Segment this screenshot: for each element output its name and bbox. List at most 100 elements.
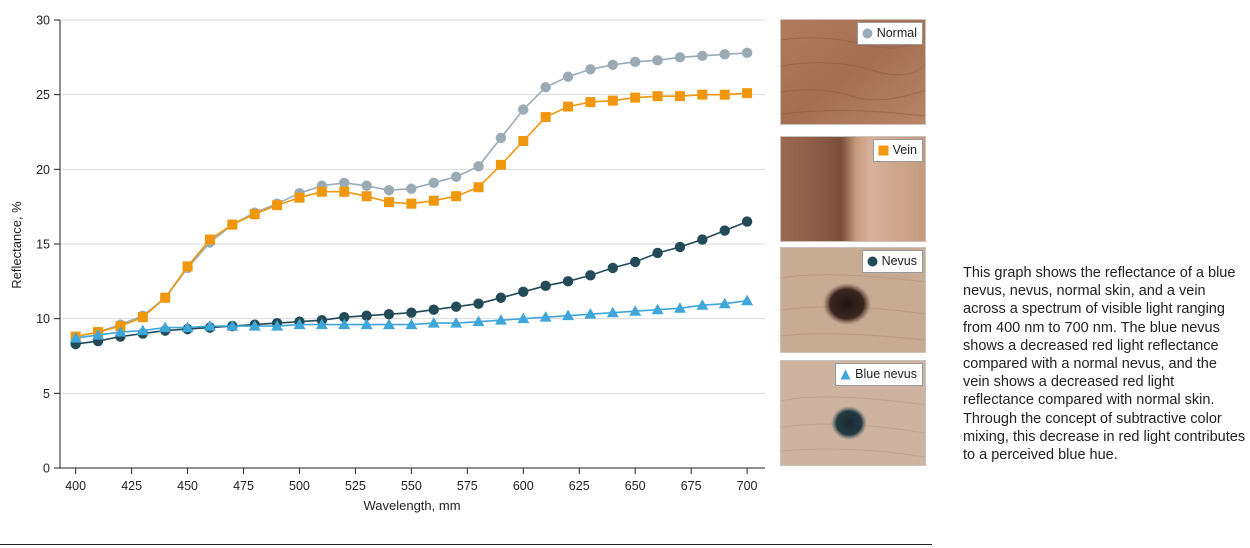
data-point-blue-nevus xyxy=(181,321,194,333)
data-point-vein xyxy=(294,192,305,203)
data-point-blue-nevus xyxy=(315,318,328,330)
x-axis-title: Wavelength, mm xyxy=(363,498,460,513)
data-point-blue-nevus xyxy=(92,329,105,340)
legend-badge-vein: Vein xyxy=(872,139,923,162)
data-point-nevus xyxy=(697,234,708,245)
series-line-vein xyxy=(75,92,748,338)
data-point-blue-nevus xyxy=(360,318,373,330)
data-point-vein xyxy=(339,186,350,197)
data-point-vein xyxy=(630,92,641,103)
data-point-blue-nevus xyxy=(427,317,440,328)
data-point-vein xyxy=(160,292,171,303)
x-tick-label: 550 xyxy=(401,479,422,493)
data-point-nevus xyxy=(495,292,507,303)
legend-label-nevus: Nevus xyxy=(881,254,917,268)
data-point-blue-nevus xyxy=(271,320,284,331)
data-point-blue-nevus xyxy=(226,320,239,331)
reflectance-chart: 0 5 10 15 20 25 30 400 425 450 475 500 525 550 575 600… xyxy=(9,14,765,513)
x-tick-label: 525 xyxy=(345,479,366,493)
data-point-blue-nevus xyxy=(405,318,418,330)
data-point-blue-nevus xyxy=(673,302,686,313)
y-tick-label: 25 xyxy=(36,88,50,102)
x-tick-label: 650 xyxy=(625,479,646,493)
legend-label-vein: Vein xyxy=(892,143,917,157)
data-point-vein xyxy=(473,182,484,193)
data-point-normal xyxy=(495,132,507,144)
data-point-normal xyxy=(697,50,708,62)
data-point-blue-nevus xyxy=(338,318,351,330)
data-point-blue-nevus xyxy=(718,297,731,309)
series-vein xyxy=(70,88,753,342)
data-point-normal xyxy=(339,177,350,188)
data-point-nevus xyxy=(674,241,686,253)
legend-badge-nevus: Nevus xyxy=(861,250,923,273)
data-point-vein xyxy=(428,195,439,206)
legend-label-normal: Normal xyxy=(876,26,917,40)
bottom-rule xyxy=(0,544,932,545)
data-point-nevus xyxy=(450,301,462,312)
data-point-nevus xyxy=(473,298,484,309)
data-point-normal xyxy=(652,55,663,66)
data-point-normal xyxy=(540,82,551,93)
data-point-vein xyxy=(585,97,596,108)
data-point-blue-nevus xyxy=(69,332,82,343)
x-tick-label: 450 xyxy=(177,479,198,493)
data-point-normal xyxy=(607,59,619,70)
data-point-vein xyxy=(227,219,238,230)
legend-badge-normal: Normal xyxy=(856,22,923,45)
data-point-vein xyxy=(607,95,618,106)
y-tick-label: 30 xyxy=(36,14,50,28)
data-point-nevus xyxy=(741,216,753,227)
data-point-normal xyxy=(383,185,395,196)
data-point-nevus xyxy=(428,304,439,315)
data-point-blue-nevus xyxy=(159,321,172,333)
data-point-vein xyxy=(316,186,327,197)
data-point-vein xyxy=(451,191,462,202)
y-tick-label: 5 xyxy=(43,387,50,401)
data-point-blue-nevus xyxy=(136,324,149,336)
data-point-nevus xyxy=(361,310,372,321)
data-point-normal xyxy=(518,104,529,115)
y-axis-title: Reflectance, % xyxy=(9,201,24,289)
x-tick-label: 700 xyxy=(737,479,758,493)
circle-marker-icon xyxy=(867,256,878,267)
axes xyxy=(54,19,765,474)
data-point-vein xyxy=(204,234,215,245)
x-tick-label: 425 xyxy=(121,479,142,493)
data-point-blue-nevus xyxy=(203,320,216,331)
x-tick-label: 500 xyxy=(289,479,310,493)
normal-skin-photo: Normal xyxy=(780,19,926,125)
data-point-blue-nevus xyxy=(606,306,619,318)
data-point-vein xyxy=(697,89,708,100)
data-point-blue-nevus xyxy=(562,309,575,321)
data-point-nevus xyxy=(629,256,641,268)
data-point-vein xyxy=(272,200,283,211)
data-point-normal xyxy=(562,71,574,82)
data-point-normal xyxy=(629,56,641,68)
data-point-normal xyxy=(585,64,596,75)
legend-badge-blue-nevus: Blue nevus xyxy=(835,363,923,386)
series-nevus xyxy=(70,216,753,350)
data-point-nevus xyxy=(518,286,529,297)
data-point-blue-nevus xyxy=(539,311,552,322)
data-point-blue-nevus xyxy=(517,312,530,324)
data-point-vein xyxy=(384,197,394,208)
series-blue-nevus xyxy=(69,294,754,343)
data-point-blue-nevus xyxy=(494,314,507,325)
data-point-normal xyxy=(473,161,484,172)
nevus-photo: Nevus xyxy=(780,247,926,353)
data-point-vein xyxy=(182,261,193,272)
data-point-blue-nevus xyxy=(114,326,127,337)
data-point-blue-nevus xyxy=(383,318,395,330)
data-point-nevus xyxy=(607,262,619,274)
square-marker-icon xyxy=(878,145,889,156)
data-point-vein xyxy=(249,209,260,220)
data-point-normal xyxy=(719,49,730,60)
x-tick-label: 475 xyxy=(233,479,254,493)
x-tick-label: 625 xyxy=(569,479,590,493)
data-point-nevus xyxy=(406,307,417,318)
y-tick-label: 20 xyxy=(36,163,50,177)
data-point-blue-nevus xyxy=(651,303,664,315)
grid-lines xyxy=(60,19,765,394)
triangle-marker-icon xyxy=(840,369,851,380)
